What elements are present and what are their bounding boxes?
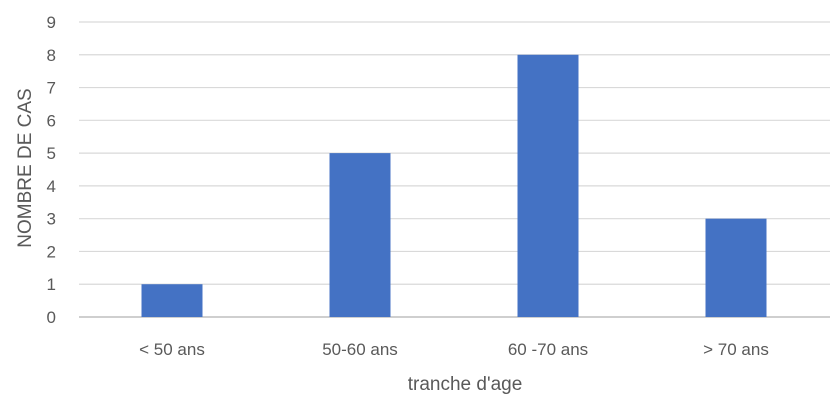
y-tick-label: 9 [47,13,56,32]
y-tick-label: 7 [47,79,56,98]
bar [329,153,391,317]
bar [141,284,203,317]
y-axis-title: NOMBRE DE CAS [15,88,36,247]
bar [705,218,767,317]
y-tick-label: 0 [47,308,56,327]
x-tick-label: 50-60 ans [322,340,398,359]
y-tick-label: 4 [47,177,56,196]
y-axis-ticks: 0 1 2 3 4 5 6 7 8 9 [47,13,56,327]
y-tick-label: 6 [47,111,56,130]
y-tick-label: 8 [47,46,56,65]
y-tick-label: 3 [47,210,56,229]
x-axis-title: tranche d'age [408,374,523,395]
y-tick-label: 1 [47,275,56,294]
x-tick-label: 60 -70 ans [508,340,588,359]
x-tick-label: < 50 ans [139,340,205,359]
y-tick-label: 2 [47,242,56,261]
x-tick-label: > 70 ans [703,340,769,359]
gridlines [79,21,830,318]
bars [141,54,767,318]
bar [517,54,579,318]
y-tick-label: 5 [47,144,56,163]
x-axis-ticks: < 50 ans 50-60 ans 60 -70 ans > 70 ans [139,340,769,359]
